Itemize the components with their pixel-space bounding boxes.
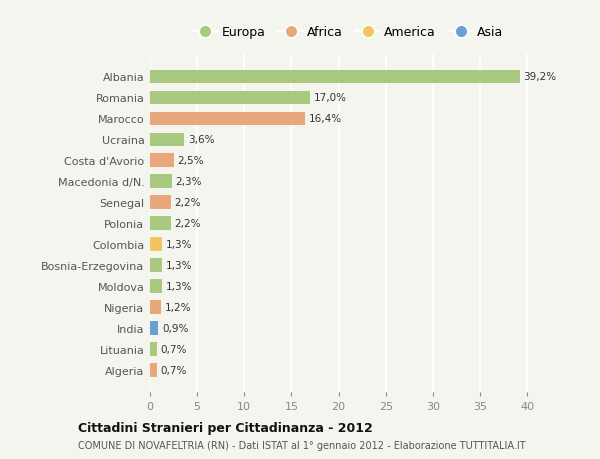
Bar	[150, 154, 173, 168]
Bar	[150, 217, 171, 230]
Text: 16,4%: 16,4%	[308, 114, 341, 124]
Text: 2,2%: 2,2%	[175, 198, 201, 208]
Text: 2,2%: 2,2%	[175, 219, 201, 229]
Text: 3,6%: 3,6%	[188, 135, 214, 145]
Text: 1,3%: 1,3%	[166, 261, 193, 271]
Bar	[150, 175, 172, 189]
Text: 1,2%: 1,2%	[165, 302, 191, 313]
Bar	[150, 70, 520, 84]
Text: 1,3%: 1,3%	[166, 240, 193, 250]
Bar	[150, 342, 157, 356]
Bar	[150, 259, 162, 273]
Text: 1,3%: 1,3%	[166, 281, 193, 291]
Bar	[150, 91, 310, 105]
Bar	[150, 322, 158, 335]
Text: 17,0%: 17,0%	[314, 93, 347, 103]
Bar	[150, 238, 162, 252]
Bar	[150, 301, 161, 314]
Legend: Europa, Africa, America, Asia: Europa, Africa, America, Asia	[188, 21, 508, 44]
Text: 0,7%: 0,7%	[160, 344, 187, 354]
Bar	[150, 364, 157, 377]
Text: COMUNE DI NOVAFELTRIA (RN) - Dati ISTAT al 1° gennaio 2012 - Elaborazione TUTTIT: COMUNE DI NOVAFELTRIA (RN) - Dati ISTAT …	[78, 440, 526, 450]
Bar	[150, 112, 305, 126]
Text: 39,2%: 39,2%	[523, 72, 556, 82]
Bar	[150, 133, 184, 147]
Bar	[150, 280, 162, 293]
Text: 2,3%: 2,3%	[175, 177, 202, 187]
Bar	[150, 196, 171, 210]
Text: Cittadini Stranieri per Cittadinanza - 2012: Cittadini Stranieri per Cittadinanza - 2…	[78, 421, 373, 434]
Text: 0,9%: 0,9%	[162, 324, 188, 333]
Text: 0,7%: 0,7%	[160, 365, 187, 375]
Text: 2,5%: 2,5%	[178, 156, 204, 166]
